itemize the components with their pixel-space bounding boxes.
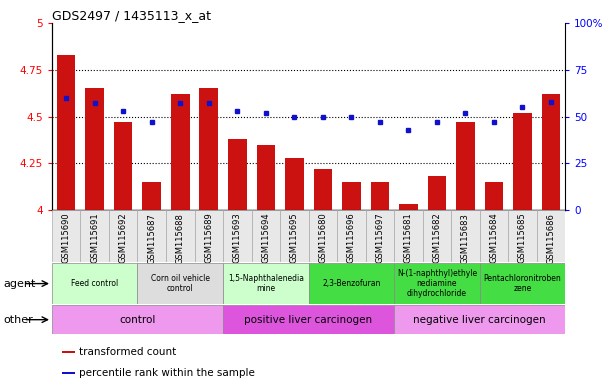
Bar	[252, 210, 280, 262]
Text: GSM115697: GSM115697	[375, 213, 384, 263]
Text: GSM115681: GSM115681	[404, 213, 413, 263]
Bar	[81, 210, 109, 262]
Bar	[394, 305, 565, 334]
Bar	[313, 169, 332, 210]
Text: positive liver carcinogen: positive liver carcinogen	[244, 314, 373, 325]
Bar	[171, 94, 189, 210]
Text: other: other	[3, 314, 33, 325]
Bar	[394, 263, 480, 304]
Text: control: control	[119, 314, 156, 325]
Text: GSM115688: GSM115688	[176, 213, 185, 263]
Bar	[480, 210, 508, 262]
Bar	[52, 263, 137, 304]
Bar	[428, 176, 446, 210]
Bar	[199, 88, 218, 210]
Bar	[114, 122, 133, 210]
Bar	[399, 204, 418, 210]
Text: GSM115695: GSM115695	[290, 213, 299, 263]
Text: GSM115693: GSM115693	[233, 213, 242, 263]
Bar	[280, 210, 309, 262]
Text: Pentachloronitroben
zene: Pentachloronitroben zene	[483, 274, 562, 293]
Text: transformed count: transformed count	[79, 346, 176, 357]
Text: GSM115680: GSM115680	[318, 213, 327, 263]
Text: GSM115692: GSM115692	[119, 213, 128, 263]
Bar	[451, 210, 480, 262]
Text: GSM115687: GSM115687	[147, 213, 156, 263]
Bar	[52, 305, 223, 334]
Bar	[485, 182, 503, 210]
Text: GSM115682: GSM115682	[433, 213, 441, 263]
Bar	[142, 182, 161, 210]
Bar	[137, 210, 166, 262]
Bar	[52, 210, 81, 262]
Text: GSM115690: GSM115690	[62, 213, 71, 263]
Text: 1,5-Naphthalenedia
mine: 1,5-Naphthalenedia mine	[228, 274, 304, 293]
Text: GSM115683: GSM115683	[461, 213, 470, 263]
Text: 2,3-Benzofuran: 2,3-Benzofuran	[322, 279, 381, 288]
Bar	[86, 88, 104, 210]
Text: GSM115684: GSM115684	[489, 213, 499, 263]
Text: N-(1-naphthyl)ethyle
nediamine
dihydrochloride: N-(1-naphthyl)ethyle nediamine dihydroch…	[397, 269, 477, 298]
Text: negative liver carcinogen: negative liver carcinogen	[413, 314, 546, 325]
Bar	[223, 263, 309, 304]
Text: GDS2497 / 1435113_x_at: GDS2497 / 1435113_x_at	[52, 9, 211, 22]
Bar	[285, 158, 304, 210]
Text: GSM115689: GSM115689	[204, 213, 213, 263]
Text: Corn oil vehicle
control: Corn oil vehicle control	[151, 274, 210, 293]
Bar	[536, 210, 565, 262]
Bar	[109, 210, 137, 262]
Text: GSM115696: GSM115696	[347, 213, 356, 263]
Bar	[257, 145, 275, 210]
Text: agent: agent	[3, 278, 35, 289]
Text: GSM115685: GSM115685	[518, 213, 527, 263]
Bar	[456, 122, 475, 210]
Bar	[166, 210, 194, 262]
Bar	[370, 182, 389, 210]
Text: Feed control: Feed control	[71, 279, 119, 288]
Bar	[62, 351, 75, 353]
Bar	[309, 210, 337, 262]
Bar	[541, 94, 560, 210]
Text: GSM115691: GSM115691	[90, 213, 99, 263]
Bar	[223, 210, 252, 262]
Bar	[57, 55, 76, 210]
Bar	[342, 182, 360, 210]
Text: percentile rank within the sample: percentile rank within the sample	[79, 367, 255, 377]
Bar	[137, 263, 223, 304]
Bar	[394, 210, 423, 262]
Bar	[337, 210, 365, 262]
Text: GSM115694: GSM115694	[262, 213, 270, 263]
Bar	[62, 372, 75, 374]
Bar	[365, 210, 394, 262]
Bar	[508, 210, 536, 262]
Bar	[223, 305, 394, 334]
Bar	[194, 210, 223, 262]
Bar	[228, 139, 247, 210]
Bar	[513, 113, 532, 210]
Bar	[480, 263, 565, 304]
Text: GSM115686: GSM115686	[546, 213, 555, 263]
Bar	[309, 263, 394, 304]
Bar	[423, 210, 451, 262]
